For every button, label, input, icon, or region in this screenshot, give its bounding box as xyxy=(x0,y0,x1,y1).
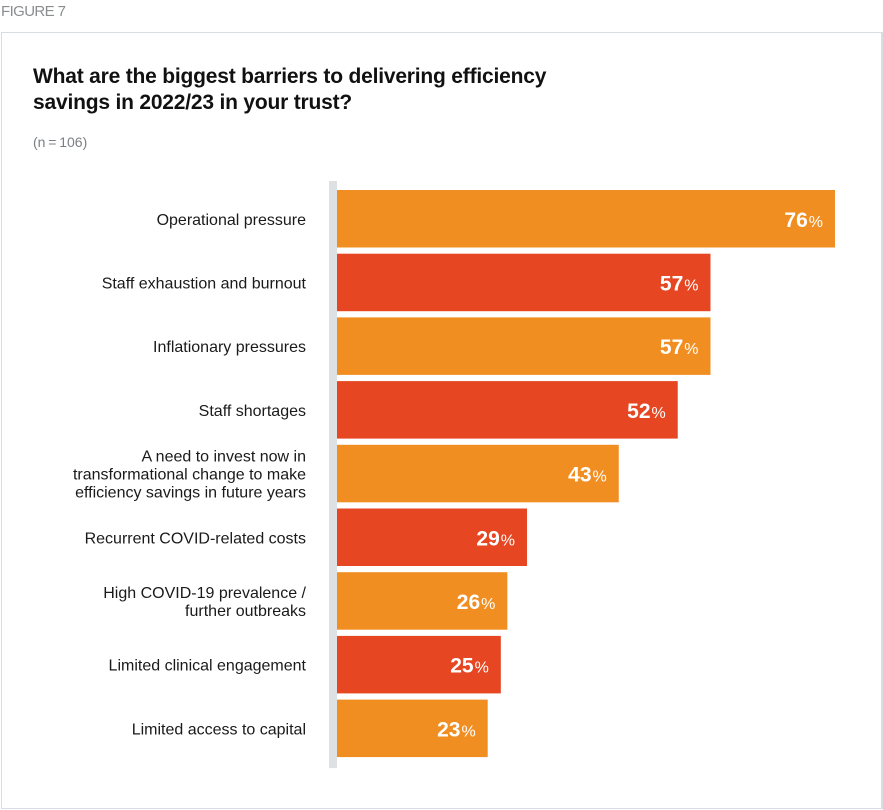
value-label-unit: % xyxy=(684,341,698,358)
value-label: 25% xyxy=(450,655,489,678)
value-label-number: 29 xyxy=(476,527,499,550)
value-label: 52% xyxy=(627,400,666,423)
bar-group: A need to invest now in transformational … xyxy=(73,444,619,503)
category-label-line: further outbreaks xyxy=(185,603,306,620)
chart-subtitle: (n = 106) xyxy=(33,134,88,150)
category-label-line: Recurrent COVID-related costs xyxy=(85,530,306,547)
category-label: Operational pressure xyxy=(157,212,307,229)
value-label: 26% xyxy=(457,591,496,614)
bar-group: Inflationary pressures 57% xyxy=(153,317,711,375)
chart-title: What are the biggest barriers to deliver… xyxy=(33,64,833,116)
y-axis-line xyxy=(329,181,337,769)
chart-title-line-2: savings in 2022/23 in your trust? xyxy=(33,91,353,114)
value-label: 43% xyxy=(568,464,607,487)
value-label-number: 43 xyxy=(568,464,591,487)
value-label-number: 26 xyxy=(457,591,480,614)
category-label-line: Staff shortages xyxy=(199,403,306,420)
category-label: Inflationary pressures xyxy=(153,339,306,356)
value-label-number: 76 xyxy=(784,209,807,232)
category-label-line: Inflationary pressures xyxy=(153,339,306,356)
value-label: 76% xyxy=(784,209,823,232)
value-label-unit: % xyxy=(501,532,515,549)
bar-group: Limited clinical engagement 25% xyxy=(109,635,501,694)
value-label-unit: % xyxy=(684,277,698,294)
value-label: 57% xyxy=(660,272,699,295)
value-label-unit: % xyxy=(481,596,495,613)
bar xyxy=(337,253,711,312)
bar xyxy=(337,572,508,630)
bar-group: Operational pressure 76% xyxy=(157,190,835,248)
category-label: Recurrent COVID-related costs xyxy=(85,530,306,547)
category-label-line: Staff exhaustion and burnout xyxy=(102,275,307,292)
bar xyxy=(337,381,678,439)
bar xyxy=(337,444,619,503)
bar xyxy=(337,635,501,694)
category-label: Limited clinical engagement xyxy=(109,658,307,675)
value-label-number: 57 xyxy=(660,272,683,295)
category-label: A need to invest now in transformational … xyxy=(73,449,306,502)
bar xyxy=(337,699,488,758)
bar xyxy=(337,317,711,375)
bar-group: High COVID-19 prevalence / further outbre… xyxy=(103,572,508,630)
value-label: 29% xyxy=(476,527,515,550)
value-label-unit: % xyxy=(652,405,666,422)
category-label: Limited access to capital xyxy=(132,721,306,738)
category-label-line: Limited clinical engagement xyxy=(109,658,307,675)
value-label-number: 52 xyxy=(627,400,650,423)
value-label-number: 25 xyxy=(450,655,474,678)
bar-group: Staff exhaustion and burnout 57% xyxy=(102,253,711,312)
chart-title-line-1: What are the biggest barriers to deliver… xyxy=(33,65,547,88)
value-label-unit: % xyxy=(593,469,607,486)
bar-group: Recurrent COVID-related costs 29% xyxy=(85,508,528,566)
bar xyxy=(337,508,528,566)
category-label-line: Limited access to capital xyxy=(132,721,306,738)
value-label: 57% xyxy=(660,336,699,359)
category-label-line: High COVID-19 prevalence / xyxy=(103,585,306,602)
value-label-number: 23 xyxy=(437,718,460,741)
category-label: Staff shortages xyxy=(199,403,306,420)
figure-label: FIGURE 7 xyxy=(1,3,66,20)
category-label-line: Operational pressure xyxy=(157,212,307,229)
value-label: 23% xyxy=(437,718,476,741)
category-label-line: efficiency savings in future years xyxy=(75,485,306,502)
value-label-unit: % xyxy=(809,214,823,231)
value-label-unit: % xyxy=(461,723,475,740)
value-label-number: 57 xyxy=(660,336,683,359)
category-label: High COVID-19 prevalence / further outbre… xyxy=(103,585,306,620)
category-label-line: transformational change to make xyxy=(73,467,306,484)
category-label: Staff exhaustion and burnout xyxy=(102,275,307,292)
category-label-line: A need to invest now in xyxy=(141,449,306,466)
bar-group: Limited access to capital 23% xyxy=(132,699,488,758)
bar-group: Staff shortages 52% xyxy=(199,381,678,439)
value-label-unit: % xyxy=(475,660,489,677)
bar xyxy=(337,190,835,248)
